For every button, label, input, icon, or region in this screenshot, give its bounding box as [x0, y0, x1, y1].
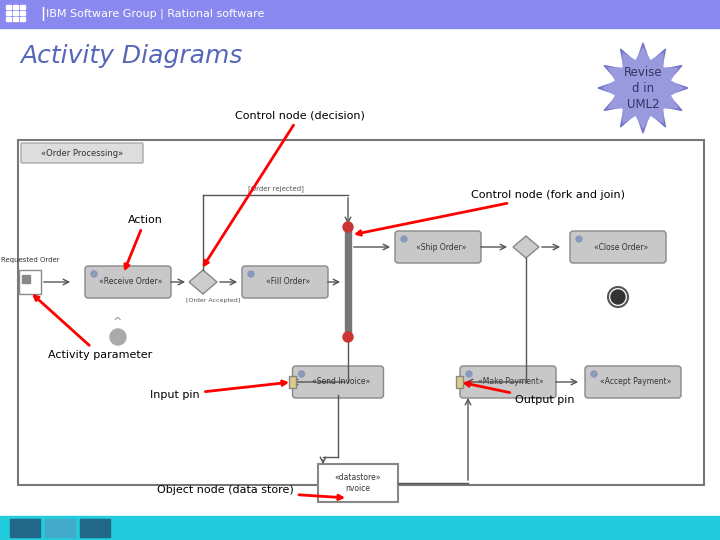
Text: Revise
d in
UML2: Revise d in UML2 [624, 65, 662, 111]
Text: [Order Accepted]: [Order Accepted] [186, 298, 240, 303]
Bar [13, 17, 18, 21]
Circle shape [343, 222, 353, 232]
Bar [20, 11, 25, 15]
Text: [Order rejected]: [Order rejected] [248, 185, 303, 192]
FancyBboxPatch shape [85, 266, 171, 298]
FancyBboxPatch shape [242, 266, 328, 298]
Bar [13, 5, 18, 9]
FancyBboxPatch shape [460, 366, 556, 398]
Bar [20, 17, 25, 21]
Circle shape [611, 290, 625, 304]
Text: «Make Payment»: «Make Payment» [478, 377, 544, 387]
Text: Requested Order: Requested Order [1, 257, 59, 263]
Text: «Accept Payment»: «Accept Payment» [600, 377, 672, 387]
Bar [456, 376, 463, 388]
Circle shape [608, 287, 628, 307]
Bar [10, 519, 40, 537]
Circle shape [110, 329, 126, 345]
Text: «Order Processing»: «Order Processing» [41, 148, 123, 158]
Text: «datastore»
nvoice: «datastore» nvoice [335, 473, 382, 492]
Text: Object node (data store): Object node (data store) [157, 485, 342, 500]
Polygon shape [513, 236, 539, 258]
Circle shape [576, 236, 582, 242]
Text: Output pin: Output pin [465, 382, 575, 405]
Bar [6, 5, 11, 9]
Text: Control node (fork and join): Control node (fork and join) [357, 190, 625, 235]
FancyBboxPatch shape [585, 366, 681, 398]
Circle shape [466, 371, 472, 377]
Bar [318, 464, 398, 502]
Bar [6, 11, 11, 15]
Circle shape [401, 236, 407, 242]
Bar [22, 275, 30, 283]
Bar [13, 11, 18, 15]
FancyBboxPatch shape [395, 231, 481, 263]
Circle shape [591, 371, 597, 377]
Circle shape [248, 271, 254, 277]
Text: IBM Software Group | Rational software: IBM Software Group | Rational software [46, 9, 264, 19]
Text: ^: ^ [113, 317, 122, 327]
Text: «Send Invoice»: «Send Invoice» [312, 377, 370, 387]
Text: Control node (decision): Control node (decision) [204, 110, 365, 265]
Text: Input pin: Input pin [150, 381, 286, 400]
Bar [18, 140, 704, 485]
Bar [45, 519, 75, 537]
Bar [20, 5, 25, 9]
FancyBboxPatch shape [570, 231, 666, 263]
Circle shape [91, 271, 97, 277]
Bar [289, 376, 295, 388]
Polygon shape [189, 270, 217, 294]
Polygon shape [603, 48, 683, 128]
Circle shape [343, 332, 353, 342]
Circle shape [299, 371, 305, 377]
Text: «Fill Order»: «Fill Order» [266, 278, 310, 287]
Polygon shape [598, 43, 688, 133]
Text: Action: Action [125, 215, 163, 268]
Bar [6, 17, 11, 21]
Bar [0, 516, 720, 540]
Text: |: | [40, 7, 45, 21]
Bar [0, 0, 720, 28]
FancyBboxPatch shape [292, 366, 384, 398]
Text: Activity Diagrams: Activity Diagrams [20, 44, 243, 68]
Bar [80, 519, 110, 537]
Bar [19, 270, 41, 294]
Text: «Ship Order»: «Ship Order» [416, 242, 466, 252]
Bar [345, 227, 351, 337]
Text: «Receive Order»: «Receive Order» [99, 278, 163, 287]
Text: «Close Order»: «Close Order» [594, 242, 648, 252]
Text: Activity parameter: Activity parameter [35, 296, 152, 360]
FancyBboxPatch shape [21, 143, 143, 163]
